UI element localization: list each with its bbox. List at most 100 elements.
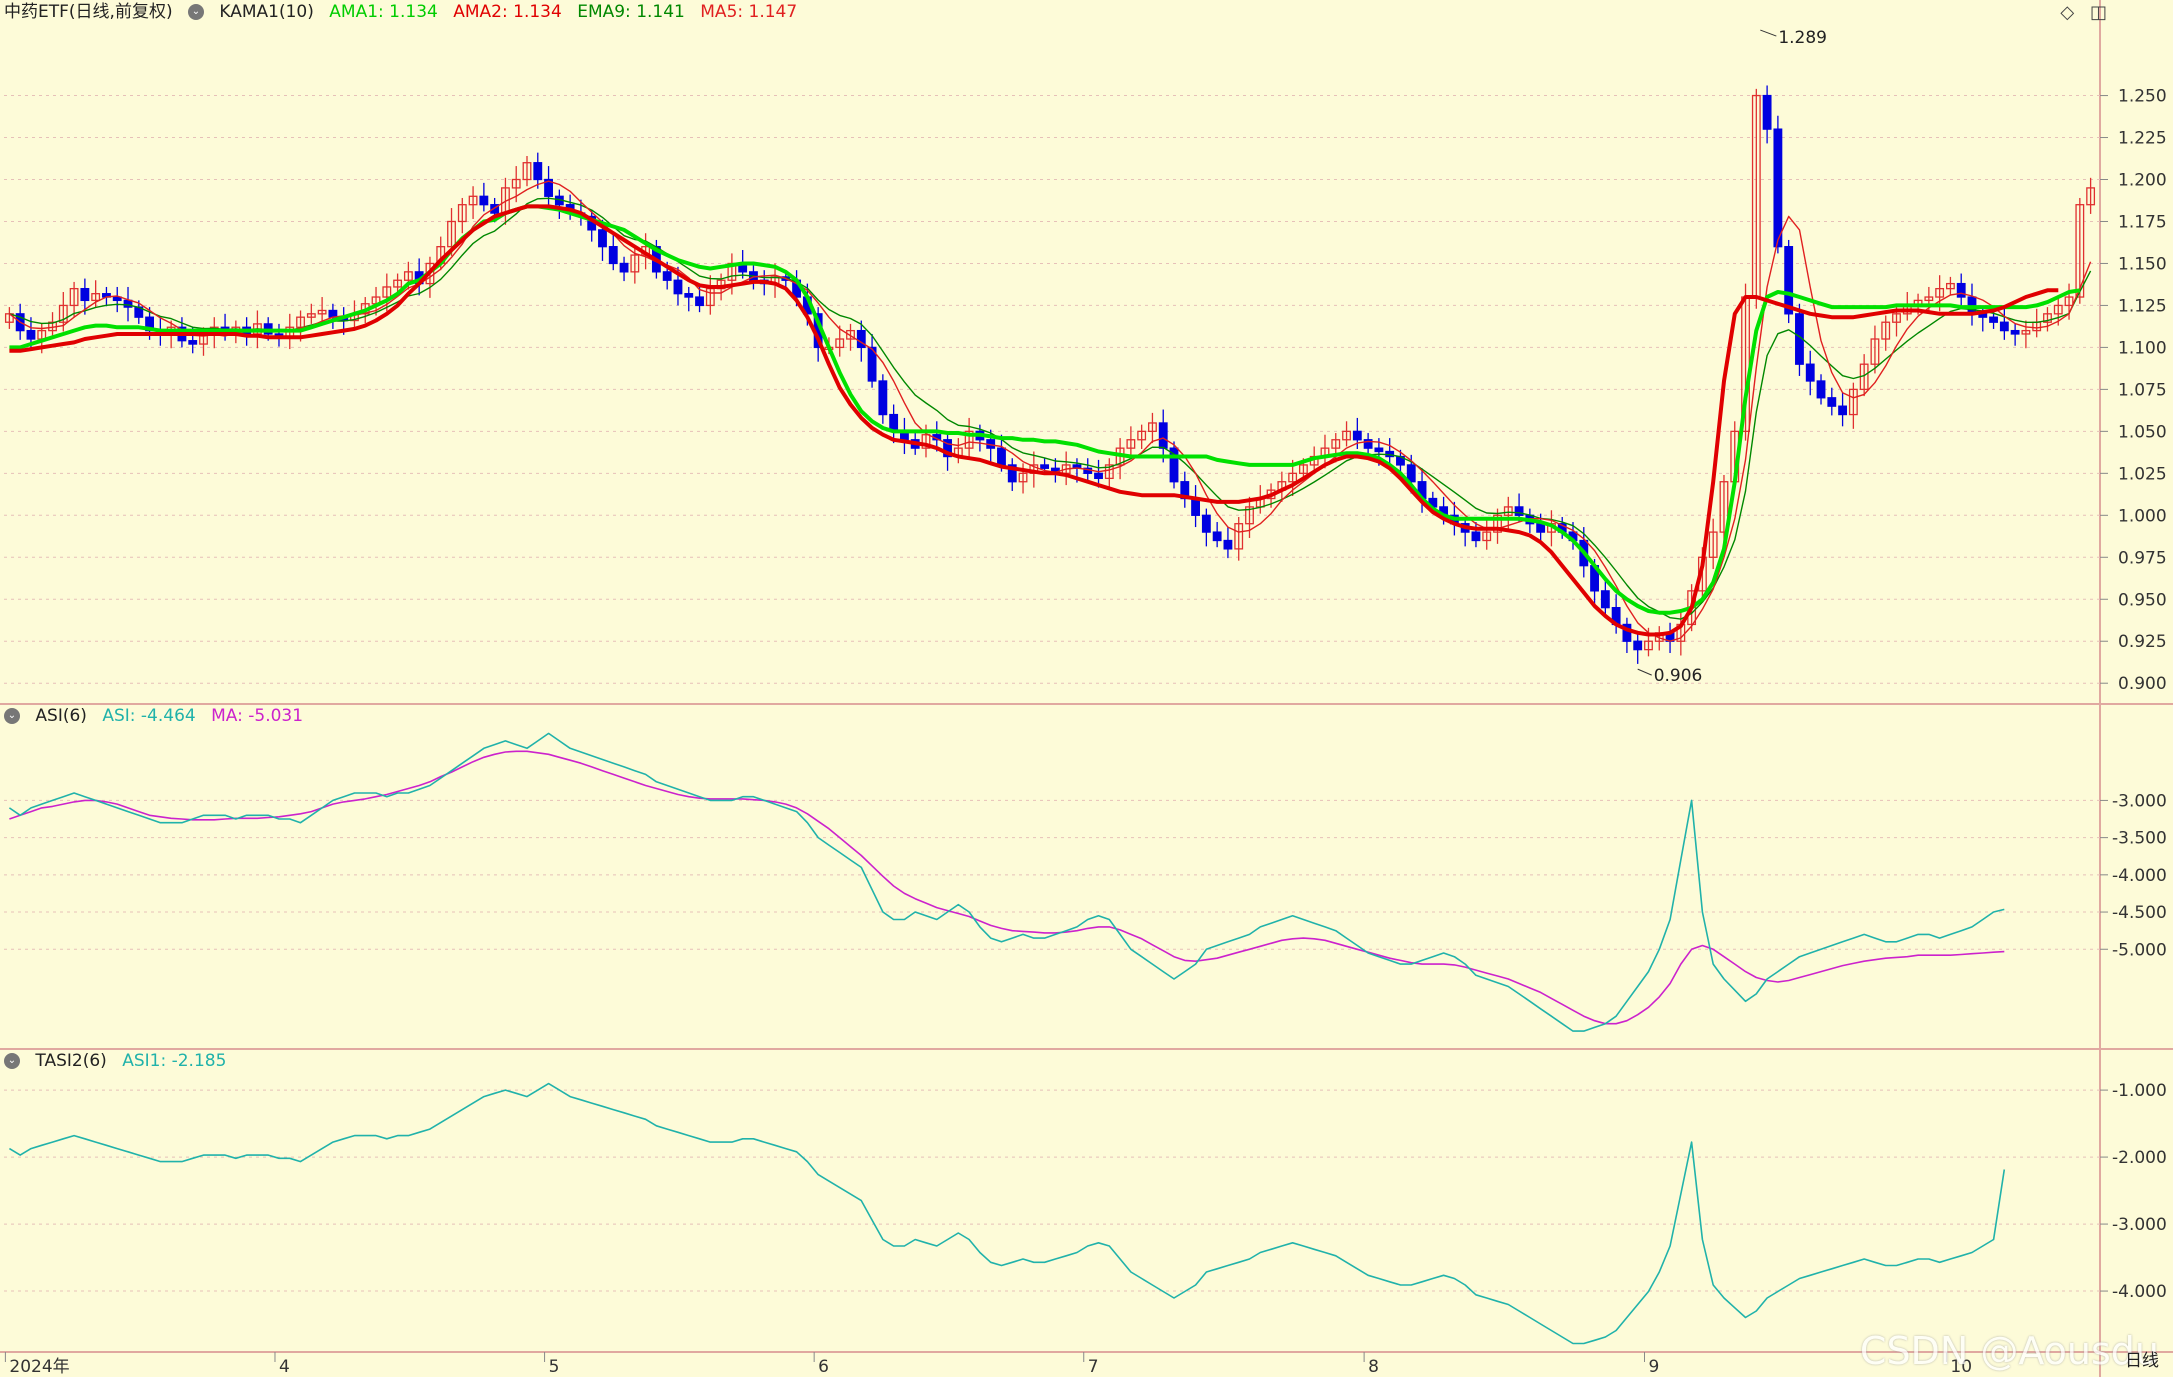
- candle-body: [317, 309, 327, 315]
- candle-body: [1805, 363, 1815, 382]
- candle-body: [1374, 447, 1384, 453]
- candle-body: [468, 195, 478, 206]
- asi-tick-label: -5.000: [2112, 940, 2167, 960]
- price-tick-label: 0.925: [2118, 632, 2167, 652]
- candle-body: [511, 178, 521, 189]
- tasi-tick-label: -3.000: [2112, 1215, 2167, 1235]
- asi-value: ASI: -4.464: [102, 706, 196, 726]
- candle-body: [1298, 464, 1308, 474]
- candle-body: [1956, 282, 1966, 298]
- diamond-icon[interactable]: ◇: [2060, 2, 2075, 23]
- candle-body: [1816, 380, 1826, 399]
- ema9-line: [9, 197, 2092, 620]
- x-tick-label: 10: [1950, 1357, 1972, 1377]
- candle-body: [684, 293, 694, 298]
- x-tick-label: 9: [1648, 1357, 1659, 1377]
- kama-indicator-label: KAMA1(10): [219, 2, 314, 22]
- price-tick-label: 1.025: [2118, 464, 2167, 484]
- candle-body: [1827, 397, 1837, 407]
- x-tick-label: 7: [1088, 1357, 1099, 1377]
- candle-body: [2075, 204, 2085, 298]
- candle-body: [1503, 506, 1513, 516]
- candle-body: [1331, 439, 1341, 449]
- candle-body: [1784, 246, 1794, 315]
- candle-body: [457, 204, 467, 223]
- price-tick-label: 1.225: [2118, 129, 2167, 149]
- candle-body: [1600, 590, 1610, 609]
- circle-chevron-icon[interactable]: ⌄: [4, 708, 20, 724]
- candle-body: [1708, 531, 1718, 558]
- asi-tick-label: -4.500: [2112, 903, 2167, 923]
- candle-body: [1007, 464, 1017, 483]
- candle-body: [1245, 506, 1254, 525]
- candle-body: [1040, 464, 1050, 469]
- tasi-panel-header: ⌄ TASI2(6) ASI1: -2.185: [4, 1049, 236, 1073]
- circle-chevron-icon[interactable]: ⌄: [187, 4, 204, 20]
- tasi-tick-label: -1.000: [2112, 1081, 2167, 1101]
- candle-body: [835, 338, 845, 349]
- candle-body: [1471, 531, 1481, 542]
- asi-tick-label: -3.500: [2112, 829, 2167, 849]
- price-tick-label: 1.000: [2118, 506, 2167, 526]
- price-tick-label: 0.900: [2118, 674, 2167, 694]
- corner-controls: ◇ ◫: [2050, 2, 2107, 23]
- candle-body: [943, 439, 952, 458]
- candle-body: [608, 246, 618, 265]
- candle-body: [1191, 497, 1201, 516]
- tasi-tick-label: -4.000: [2112, 1282, 2167, 1302]
- candle-body: [112, 296, 122, 302]
- candle-body: [1126, 439, 1136, 449]
- price-tick-label: 0.975: [2118, 548, 2167, 568]
- candle-body: [1989, 316, 1998, 323]
- candle-body: [1719, 481, 1729, 533]
- candle-body: [1892, 313, 1901, 323]
- candle-body: [1201, 514, 1211, 533]
- candle-body: [544, 178, 553, 197]
- ama1-line: [9, 204, 2081, 615]
- candle-body: [1870, 338, 1880, 365]
- asi-line: [8, 732, 2005, 1032]
- candle-body: [1762, 94, 1772, 130]
- high-price-label: 1.289: [1778, 28, 1827, 48]
- candle-body: [1536, 523, 1546, 533]
- candle-body: [58, 304, 68, 323]
- asi-panel-header: ⌄ ASI(6) ASI: -4.464 MA: -5.031: [4, 704, 313, 728]
- candle-body: [619, 262, 629, 273]
- candle-body: [1945, 282, 1955, 290]
- price-tick-label: 1.050: [2118, 422, 2167, 442]
- candle-body: [1212, 531, 1222, 542]
- candle-body: [447, 220, 456, 248]
- candle-body: [1137, 430, 1147, 441]
- candle-body: [662, 271, 672, 281]
- candle-body: [1169, 447, 1179, 483]
- asi-tick-label: -3.000: [2112, 791, 2167, 811]
- candle-body: [1094, 472, 1103, 480]
- candle-body: [1234, 523, 1244, 550]
- candle-body: [1352, 430, 1362, 441]
- candle-body: [1406, 464, 1416, 483]
- candle-body: [1158, 422, 1168, 449]
- candle-body: [630, 254, 640, 273]
- candle-body: [1148, 422, 1157, 433]
- candle-body: [673, 279, 683, 295]
- chart-title: 中药ETF(日线,前复权): [4, 2, 173, 22]
- candle-body: [91, 293, 101, 302]
- candle-body: [2086, 187, 2096, 206]
- price-tick-label: 1.125: [2118, 296, 2167, 316]
- watermark: CSDN @Aousdu: [1859, 1329, 2159, 1373]
- tasi-tick-label: -2.000: [2112, 1148, 2167, 1168]
- ama2-line: [9, 204, 2059, 637]
- x-tick-label: 2024年: [9, 1357, 69, 1377]
- window-icon[interactable]: ◫: [2089, 2, 2107, 23]
- circle-chevron-icon[interactable]: ⌄: [4, 1053, 20, 1069]
- candle-body: [479, 195, 489, 206]
- x-tick-label: 8: [1368, 1357, 1379, 1377]
- candle-body: [1848, 388, 1858, 416]
- asi1-value: ASI1: -2.185: [122, 1051, 227, 1071]
- candle-body: [1622, 623, 1632, 642]
- ama1-value: AMA1: 1.134: [329, 2, 438, 22]
- candle-body: [1363, 439, 1373, 449]
- candle-body: [1773, 128, 1783, 248]
